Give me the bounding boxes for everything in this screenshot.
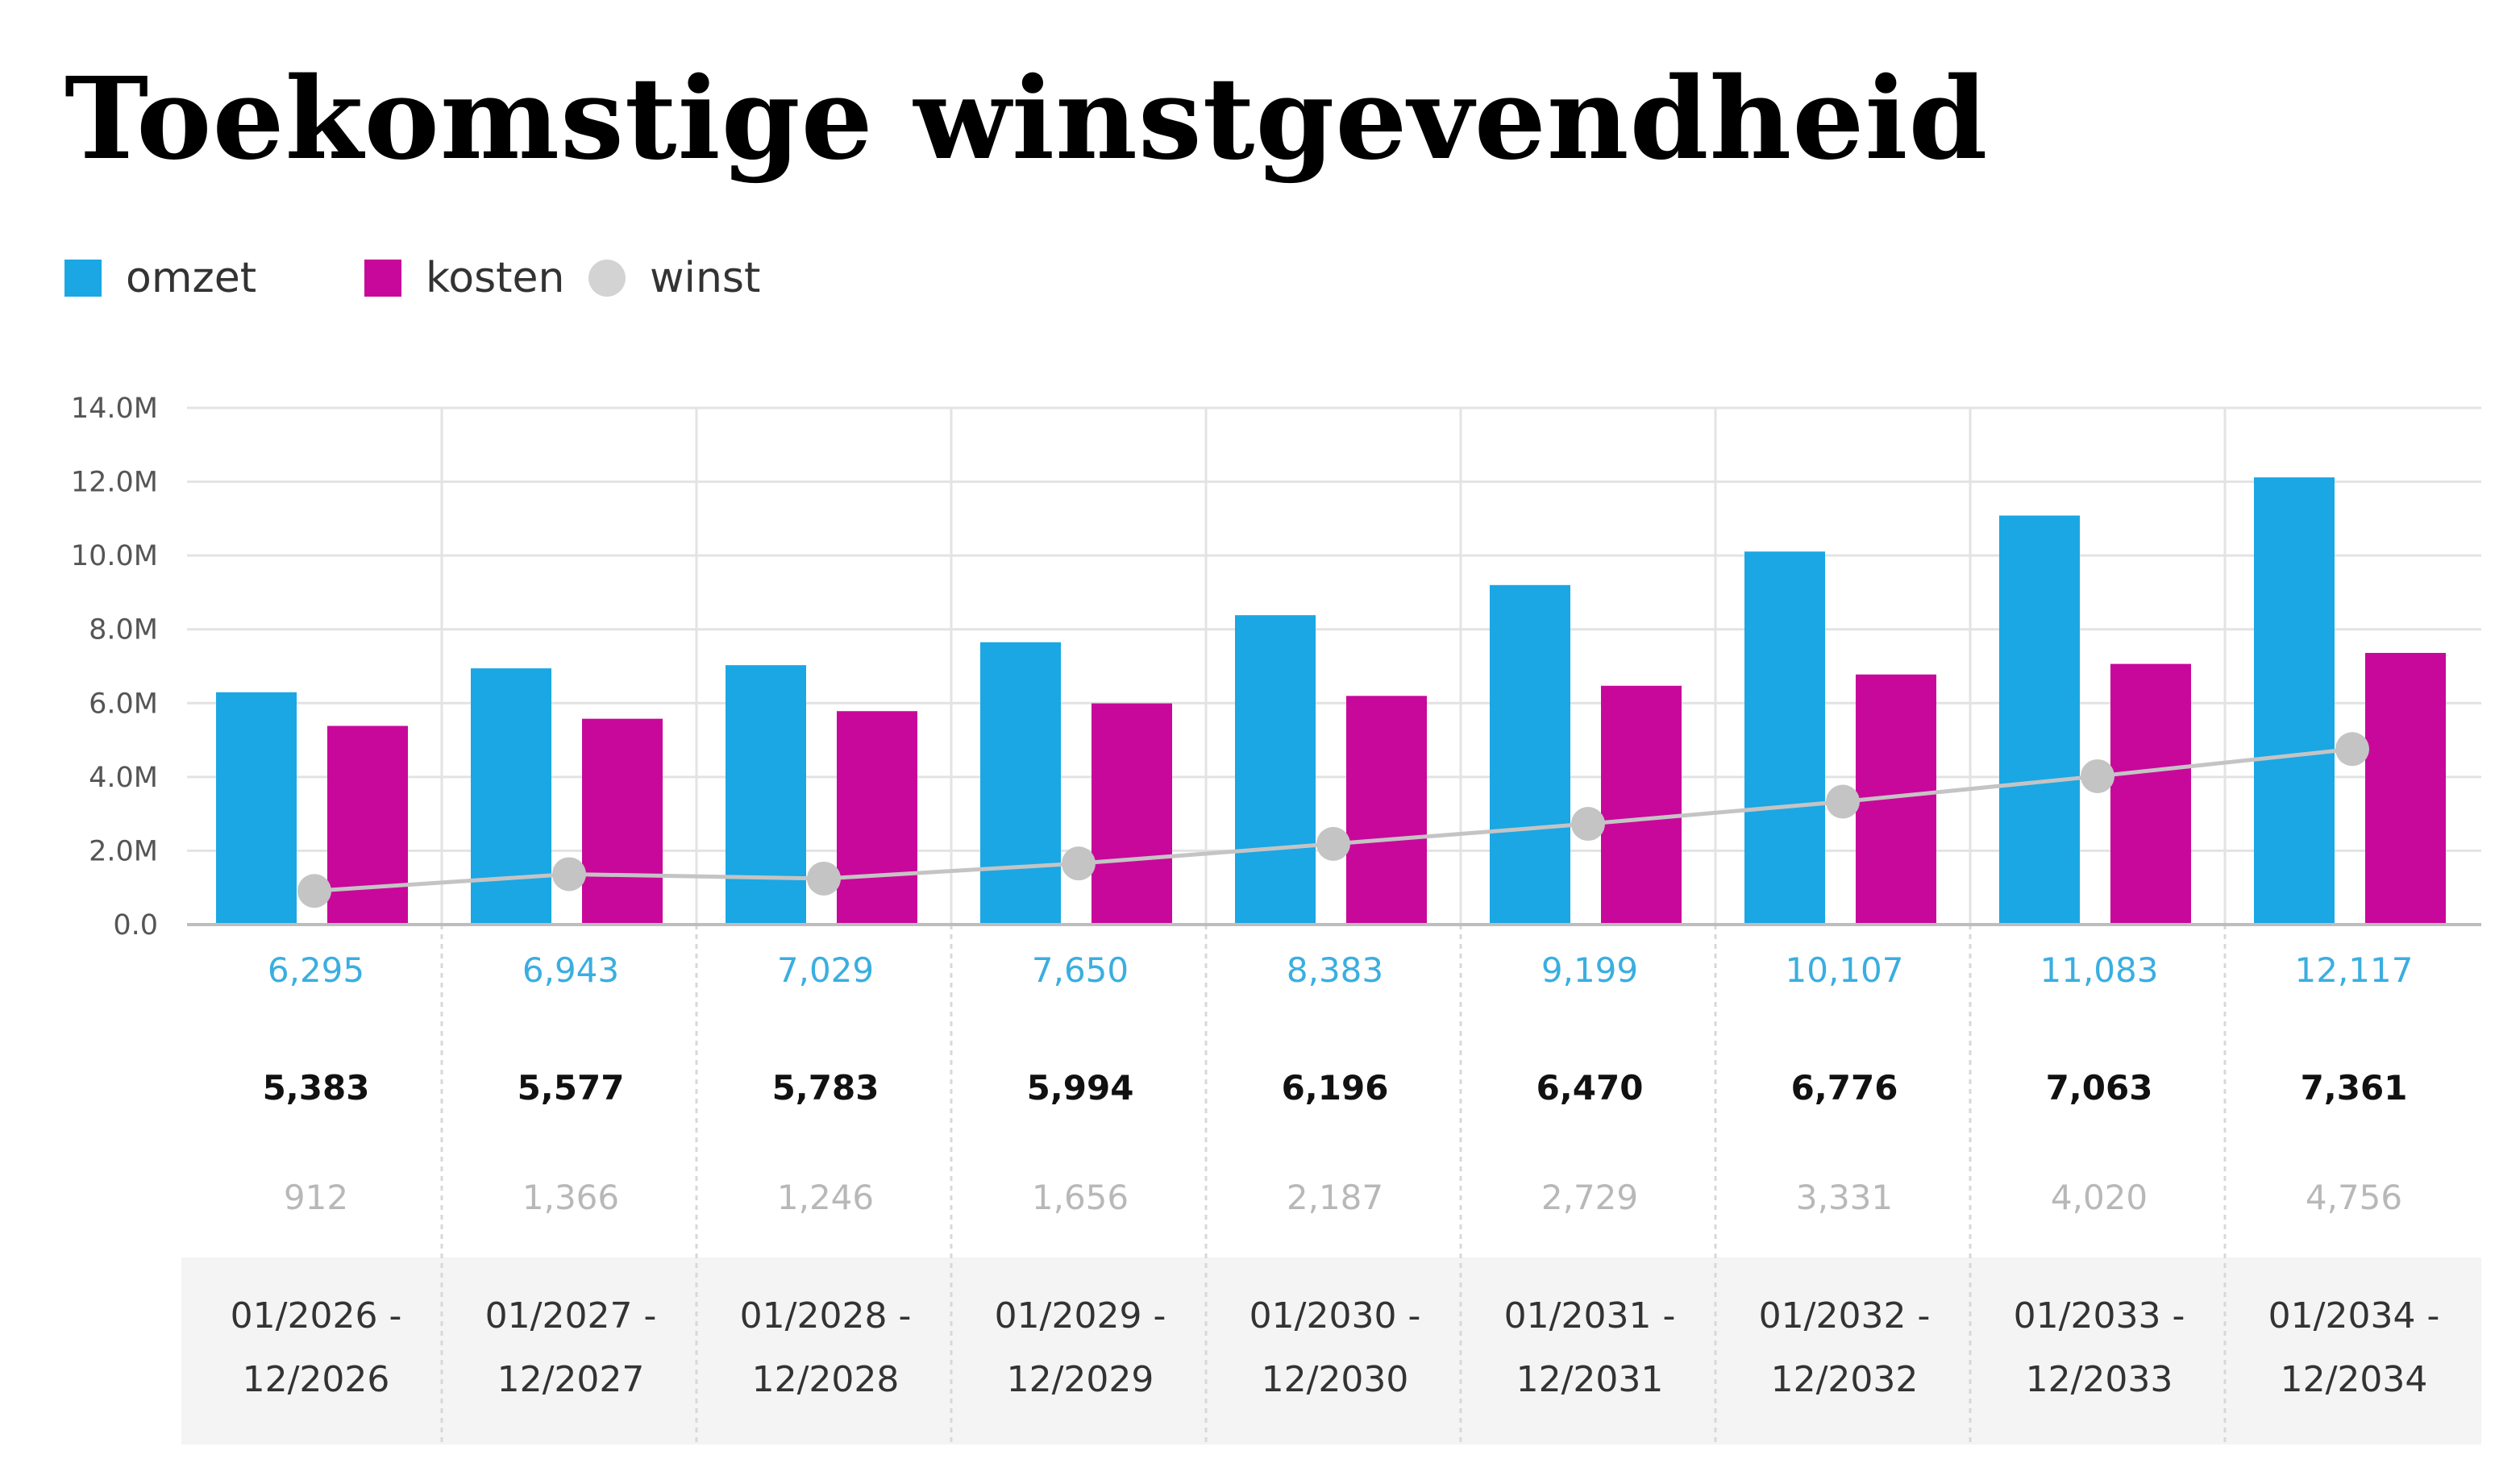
value-label-omzet: 7,029: [777, 950, 874, 990]
value-label-winst: 1,246: [777, 1178, 874, 1217]
y-tick-label: 2.0M: [89, 835, 158, 867]
value-label-winst: 2,187: [1287, 1178, 1383, 1217]
period-label-end: 12/2034: [2281, 1359, 2428, 1400]
value-label-winst: 1,366: [522, 1178, 619, 1217]
period-label-start: 01/2033 -: [2014, 1295, 2185, 1336]
period-label-end: 12/2031: [1516, 1359, 1664, 1400]
value-label-omzet: 7,650: [1032, 950, 1129, 990]
point-winst: [552, 857, 586, 892]
value-label-kosten: 5,383: [263, 1068, 370, 1108]
value-label-omzet: 12,117: [2295, 950, 2414, 990]
value-label-winst: 2,729: [1541, 1178, 1638, 1217]
y-tick-label: 0.0: [113, 909, 158, 942]
legend-label-winst: winst: [650, 254, 761, 302]
value-label-kosten: 5,994: [1027, 1068, 1134, 1108]
period-label-start: 01/2029 -: [995, 1295, 1166, 1336]
bar-omzet: [1235, 615, 1316, 925]
period-label-end: 12/2032: [1771, 1359, 1919, 1400]
value-label-winst: 4,756: [2306, 1178, 2402, 1217]
bar-omzet: [726, 665, 806, 925]
point-winst: [297, 874, 331, 908]
value-label-omzet: 6,943: [522, 950, 619, 990]
period-label-start: 01/2031 -: [1504, 1295, 1676, 1336]
legend-item-kosten: kosten: [364, 250, 565, 306]
bar-omzet: [1744, 551, 1825, 925]
bar-omzet: [1999, 515, 2080, 925]
y-tick-label: 10.0M: [71, 540, 158, 572]
bar-kosten: [1091, 703, 1172, 925]
period-label-end: 12/2033: [2026, 1359, 2173, 1400]
bar-omzet: [1490, 584, 1570, 925]
period-label-end: 12/2027: [497, 1359, 645, 1400]
value-label-kosten: 5,783: [772, 1068, 879, 1108]
bar-kosten: [1601, 685, 1682, 925]
y-tick-label: 6.0M: [89, 688, 158, 720]
point-winst: [2081, 759, 2114, 793]
period-label-start: 01/2032 -: [1759, 1295, 1931, 1336]
legend-item-omzet: omzet: [64, 250, 256, 306]
legend-label-kosten: kosten: [426, 254, 565, 302]
period-band: [181, 1257, 2481, 1445]
value-label-kosten: 6,196: [1282, 1068, 1389, 1108]
bar-omzet: [2254, 477, 2335, 925]
period-label-start: 01/2027 -: [485, 1295, 657, 1336]
legend-item-winst: winst: [588, 250, 760, 306]
bar-kosten: [1346, 696, 1427, 925]
bar-kosten: [2365, 652, 2446, 925]
period-label-end: 12/2026: [243, 1359, 390, 1400]
period-label-start: 01/2034 -: [2268, 1295, 2440, 1336]
point-winst: [1571, 807, 1605, 842]
point-winst: [807, 861, 841, 896]
legend-swatch-winst: [588, 260, 626, 297]
value-label-winst: 912: [284, 1178, 348, 1217]
legend-swatch-omzet: [64, 260, 102, 297]
value-label-omzet: 11,083: [2040, 950, 2159, 990]
value-label-winst: 3,331: [1796, 1178, 1893, 1217]
y-tick-label: 8.0M: [89, 614, 158, 646]
bar-omzet: [980, 642, 1061, 925]
y-tick-label: 14.0M: [71, 393, 158, 425]
value-label-omzet: 6,295: [268, 950, 364, 990]
y-tick-label: 4.0M: [89, 762, 158, 794]
point-winst: [1316, 826, 1350, 861]
period-label-end: 12/2029: [1007, 1359, 1154, 1400]
period-label-start: 01/2026 -: [231, 1295, 402, 1336]
value-label-omzet: 9,199: [1541, 950, 1638, 990]
legend-label-omzet: omzet: [126, 254, 257, 302]
point-winst: [1062, 846, 1096, 881]
period-label-start: 01/2030 -: [1250, 1295, 1421, 1336]
value-label-kosten: 6,776: [1791, 1068, 1898, 1108]
bar-kosten: [837, 711, 917, 925]
value-label-winst: 4,020: [2051, 1178, 2148, 1217]
period-label-end: 12/2030: [1262, 1359, 1409, 1400]
bar-omzet: [216, 692, 297, 925]
period-label-start: 01/2028 -: [740, 1295, 912, 1336]
value-label-omzet: 10,107: [1786, 950, 1904, 990]
value-label-kosten: 6,470: [1536, 1068, 1644, 1108]
value-label-omzet: 8,383: [1287, 950, 1383, 990]
point-winst: [2335, 732, 2369, 767]
bar-kosten: [2110, 663, 2191, 925]
bar-kosten: [582, 718, 663, 925]
y-tick-label: 12.0M: [71, 467, 158, 499]
legend-swatch-kosten: [364, 260, 401, 297]
point-winst: [1826, 784, 1860, 819]
bar-kosten: [327, 725, 408, 925]
value-label-winst: 1,656: [1032, 1178, 1129, 1217]
chart-title: Toekomstige winstgevendheid: [64, 53, 1989, 185]
bar-omzet: [471, 668, 551, 925]
period-label-end: 12/2028: [752, 1359, 900, 1400]
value-label-kosten: 5,577: [518, 1068, 625, 1108]
value-label-kosten: 7,063: [2046, 1068, 2153, 1108]
value-label-kosten: 7,361: [2301, 1068, 2408, 1108]
